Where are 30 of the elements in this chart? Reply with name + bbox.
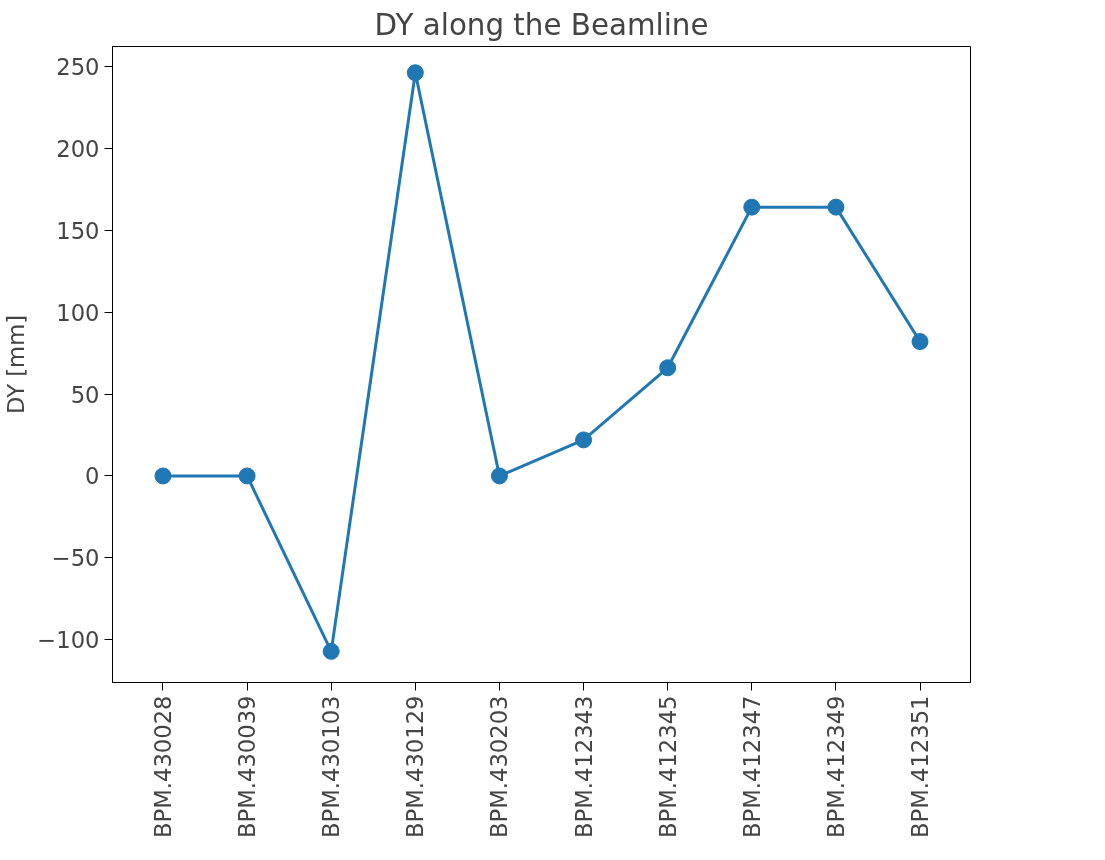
x-tick-label: BPM.412345 bbox=[654, 695, 681, 838]
y-tick-label: 100 bbox=[56, 299, 100, 326]
point bbox=[659, 359, 677, 377]
x-tick-label: BPM.412347 bbox=[738, 695, 765, 838]
y-axis-title: DY [mm] bbox=[3, 314, 30, 415]
y-tick-label: −50 bbox=[51, 545, 100, 572]
y-tick-label: −100 bbox=[37, 627, 100, 654]
point bbox=[490, 467, 508, 485]
y-tick-label: 50 bbox=[70, 381, 100, 408]
y-tick-label: 0 bbox=[85, 463, 100, 490]
y-tick-label: 250 bbox=[56, 53, 100, 80]
x-tick-label: BPM.412343 bbox=[570, 695, 597, 838]
x-tick-label: BPM.430203 bbox=[486, 695, 513, 838]
point bbox=[827, 198, 845, 216]
chart-title: DY along the Beamline bbox=[374, 7, 709, 42]
x-tick-label: BPM.430039 bbox=[234, 695, 261, 838]
y-tick-label: 200 bbox=[56, 135, 100, 162]
point bbox=[911, 333, 929, 351]
point bbox=[406, 64, 424, 82]
x-tick-label: BPM.430129 bbox=[402, 695, 429, 838]
point bbox=[575, 431, 593, 449]
point bbox=[743, 198, 761, 216]
x-tick-label: BPM.430103 bbox=[318, 695, 345, 838]
x-tick-label: BPM.412349 bbox=[822, 695, 849, 838]
point bbox=[322, 642, 340, 660]
point bbox=[238, 467, 256, 485]
x-tick-label: BPM.430028 bbox=[149, 695, 176, 838]
x-tick-label: BPM.412351 bbox=[907, 695, 934, 838]
point bbox=[154, 467, 172, 485]
y-tick-label: 150 bbox=[56, 217, 100, 244]
